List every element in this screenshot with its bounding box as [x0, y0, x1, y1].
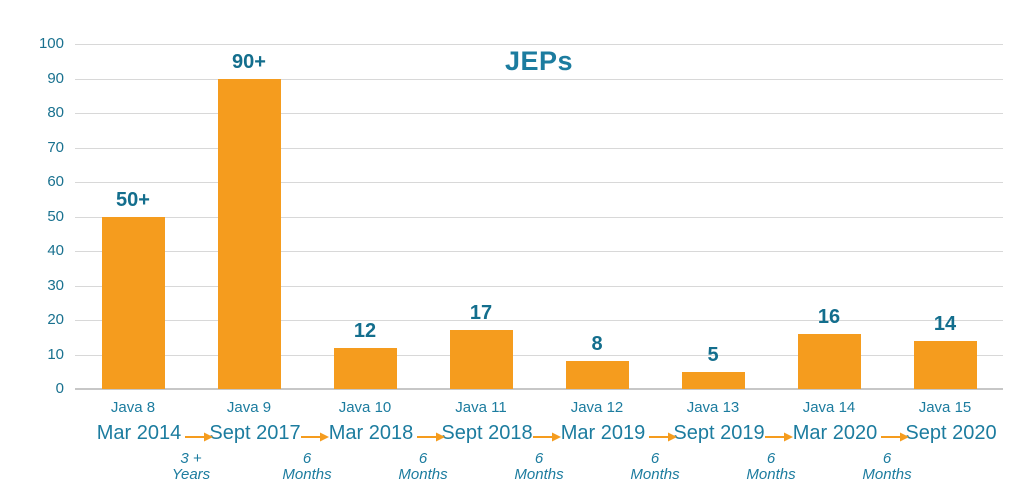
y-tick-label-20: 20 — [47, 311, 64, 328]
gridline — [75, 285, 1003, 287]
interval-line1: 6 — [418, 450, 428, 467]
gridline — [75, 44, 1003, 45]
interval-line2: Months — [746, 466, 796, 483]
bar-java-10 — [333, 347, 397, 389]
bar-value-label: 14 — [933, 312, 957, 335]
timeline-arrow-icon — [184, 430, 214, 448]
bar-value-label: 17 — [469, 302, 493, 325]
timeline-arrow-icon — [880, 430, 910, 448]
timeline-arrow-icon — [532, 430, 562, 448]
bar-java-13 — [681, 371, 745, 389]
gridline — [75, 147, 1003, 149]
timeline-arrow-icon — [648, 430, 678, 448]
category-label-java-10: Java 10 — [338, 399, 392, 416]
interval-line1: 6 — [534, 450, 544, 467]
category-label-java-13: Java 13 — [686, 399, 740, 416]
release-date-label: Mar 2020 — [792, 422, 878, 444]
release-date-label: Sept 2019 — [673, 422, 765, 444]
release-interval-label: 6 Months — [726, 451, 816, 483]
release-interval-label: 6 Months — [494, 451, 584, 483]
release-interval-label: 6 Months — [610, 451, 700, 483]
timeline-arrow-icon — [764, 430, 794, 448]
release-date-label: Mar 2018 — [328, 422, 414, 444]
timeline-arrow-icon — [416, 430, 446, 448]
y-tick-label-90: 90 — [47, 69, 64, 87]
y-tick-label-40: 40 — [47, 242, 64, 259]
release-date-label: Sept 2018 — [441, 422, 533, 444]
gridline — [75, 113, 1003, 114]
gridline — [75, 251, 1003, 252]
interval-line2: Years — [171, 466, 211, 483]
gridline — [75, 320, 1003, 321]
category-label-java-11: Java 11 — [455, 399, 507, 416]
category-label-java-9: Java 9 — [226, 399, 272, 416]
chart-title: JEPs — [504, 46, 574, 76]
y-tick-label-60: 60 — [47, 173, 64, 190]
release-date-label: Sept 2020 — [905, 422, 997, 444]
bar-java-9 — [217, 78, 281, 389]
bar-value-label: 5 — [707, 343, 719, 366]
bar-value-label: 16 — [817, 305, 841, 328]
bar-java-12 — [565, 361, 629, 389]
interval-line1: 6 — [882, 450, 892, 467]
y-tick-label-70: 70 — [47, 138, 64, 156]
bar-java-15 — [913, 340, 977, 389]
y-tick-label-80: 80 — [47, 104, 64, 121]
gridline — [75, 216, 1003, 218]
release-date-label: Mar 2014 — [96, 422, 182, 444]
release-interval-label: 6 Months — [262, 451, 352, 483]
release-interval-label: 3 + Years — [146, 451, 236, 483]
y-tick-label-0: 0 — [55, 380, 64, 397]
y-tick-label-30: 30 — [47, 276, 64, 294]
y-tick-label-100: 100 — [38, 35, 64, 52]
bar-value-label: 50+ — [116, 188, 150, 211]
bar-value-label: 90+ — [232, 50, 266, 73]
timeline-arrow-icon — [300, 430, 330, 448]
gridline — [75, 182, 1003, 183]
interval-line1: 3 + — [180, 450, 202, 467]
x-axis-baseline — [75, 388, 1003, 390]
interval-line2: Months — [514, 466, 564, 483]
category-label-java-14: Java 14 — [802, 399, 856, 416]
bar-java-11 — [449, 330, 513, 389]
release-interval-label: 6 Months — [378, 451, 468, 483]
interval-line2: Months — [282, 466, 332, 483]
bar-value-label: 8 — [591, 333, 603, 356]
bar-java-8 — [101, 216, 165, 389]
y-tick-label-10: 10 — [47, 345, 64, 363]
gridline — [75, 354, 1003, 356]
interval-line2: Months — [862, 466, 912, 483]
gridline — [75, 78, 1003, 80]
interval-line1: 6 — [766, 450, 776, 467]
interval-line2: Months — [630, 466, 680, 483]
interval-line1: 6 — [302, 450, 312, 467]
y-tick-label-50: 50 — [47, 207, 64, 225]
bar-java-14 — [797, 333, 861, 389]
bar-value-label: 12 — [353, 319, 377, 342]
category-label-java-12: Java 12 — [570, 399, 624, 416]
interval-line1: 6 — [650, 450, 660, 467]
release-interval-label: 6 Months — [842, 451, 932, 483]
interval-line2: Months — [398, 466, 448, 483]
release-date-label: Sept 2017 — [209, 422, 301, 444]
category-label-java-15: Java 15 — [918, 399, 972, 416]
release-date-label: Mar 2019 — [560, 422, 646, 444]
category-label-java-8: Java 8 — [110, 399, 156, 416]
